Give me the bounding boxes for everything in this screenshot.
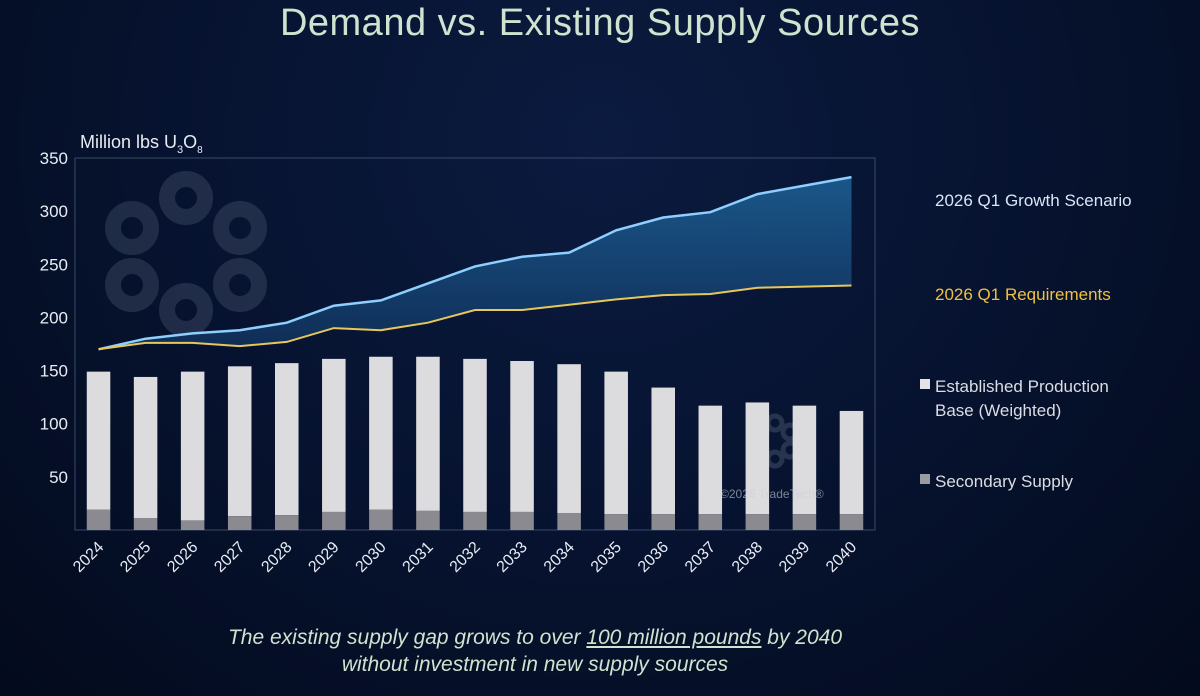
x-tick-label: 2029 bbox=[305, 539, 342, 576]
footer-line-2: without investment in new supply sources bbox=[341, 653, 729, 676]
bar-secondary-2025 bbox=[133, 518, 158, 530]
growth-scenario-line bbox=[98, 175, 852, 351]
legend-secondary: Secondary Supply bbox=[935, 472, 1073, 491]
bar-secondary-2027 bbox=[227, 516, 252, 530]
x-tick-label: 2024 bbox=[70, 539, 107, 576]
bar-secondary-2033 bbox=[510, 511, 534, 530]
legend-secondary-marker bbox=[920, 474, 930, 484]
legend-production: Established Production bbox=[935, 377, 1109, 396]
bar-production-2024 bbox=[86, 371, 111, 510]
footer-emphasis: 100 million pounds bbox=[586, 626, 762, 649]
bar-secondary-2036 bbox=[651, 514, 675, 530]
bar-secondary-2040 bbox=[839, 514, 864, 530]
bar-production-2025 bbox=[133, 376, 158, 519]
bar-production-2038 bbox=[745, 402, 770, 515]
x-tick-label: 2031 bbox=[400, 539, 437, 576]
bar-production-2032 bbox=[463, 358, 487, 512]
x-tick-label: 2032 bbox=[447, 539, 484, 576]
requirements-line bbox=[98, 284, 852, 351]
x-tick-label: 2039 bbox=[776, 539, 813, 576]
x-tick-label: 2036 bbox=[635, 539, 672, 576]
legend-production-marker bbox=[920, 379, 930, 389]
bar-secondary-2024 bbox=[86, 509, 111, 530]
bar-secondary-2038 bbox=[745, 514, 770, 530]
bar-secondary-2029 bbox=[322, 511, 346, 530]
legend-growth-scenario: 2026 Q1 Growth Scenario bbox=[935, 191, 1132, 210]
bar-production-2040 bbox=[839, 410, 864, 515]
bar-production-2026 bbox=[180, 371, 205, 521]
y-tick-label: 300 bbox=[40, 202, 68, 221]
x-tick-label: 2030 bbox=[353, 539, 390, 576]
bar-secondary-2034 bbox=[557, 512, 581, 530]
bar-production-2027 bbox=[227, 366, 252, 517]
bar-secondary-2028 bbox=[275, 515, 299, 530]
y-tick-label: 50 bbox=[49, 468, 68, 487]
bar-secondary-2032 bbox=[463, 511, 487, 530]
page-title: Demand vs. Existing Supply Sources bbox=[279, 2, 921, 44]
x-tick-label: 2025 bbox=[117, 539, 154, 576]
legend-production-line2: Base (Weighted) bbox=[935, 401, 1061, 420]
x-tick-label: 2037 bbox=[682, 539, 719, 576]
bar-production-2031 bbox=[416, 356, 440, 511]
bar-production-2034 bbox=[557, 364, 581, 513]
bar-secondary-2030 bbox=[369, 509, 393, 530]
bar-production-2035 bbox=[604, 371, 628, 515]
x-tick-label: 2038 bbox=[729, 539, 766, 576]
y-tick-label: 250 bbox=[40, 255, 68, 274]
bar-secondary-2039 bbox=[792, 514, 817, 530]
bar-secondary-2031 bbox=[416, 510, 440, 530]
bar-production-2039 bbox=[792, 405, 817, 515]
watermark-text: ©2026 TradeTech® bbox=[720, 487, 824, 501]
x-tick-label: 2028 bbox=[258, 539, 295, 576]
bar-production-2029 bbox=[322, 358, 346, 512]
bar-production-2030 bbox=[369, 356, 393, 510]
supply-gap-area bbox=[98, 177, 852, 350]
bar-secondary-2035 bbox=[604, 514, 628, 530]
bar-production-2033 bbox=[510, 361, 534, 512]
bar-production-2028 bbox=[275, 363, 299, 516]
x-tick-label: 2026 bbox=[164, 539, 201, 576]
y-tick-label: 150 bbox=[40, 362, 68, 381]
x-tick-label: 2040 bbox=[823, 539, 860, 576]
y-tick-label: 200 bbox=[40, 308, 68, 327]
y-axis-label: Million lbs U3O8 bbox=[80, 132, 203, 156]
tradetech-logo-icon bbox=[105, 171, 267, 337]
bar-production-2037 bbox=[698, 405, 723, 515]
x-tick-label: 2033 bbox=[494, 539, 531, 576]
bar-secondary-2037 bbox=[698, 514, 723, 530]
y-tick-label: 100 bbox=[40, 415, 68, 434]
bar-secondary-2026 bbox=[180, 520, 205, 530]
legend-requirements: 2026 Q1 Requirements bbox=[935, 285, 1111, 304]
x-tick-label: 2034 bbox=[541, 539, 578, 576]
y-tick-label: 350 bbox=[40, 149, 68, 168]
x-tick-label: 2027 bbox=[211, 539, 248, 576]
x-tick-label: 2035 bbox=[588, 539, 625, 576]
bar-production-2036 bbox=[651, 387, 675, 515]
footer-line-1: The existing supply gap grows to over 10… bbox=[227, 626, 843, 649]
footer-caption: The existing supply gap grows to over 10… bbox=[0, 624, 1070, 678]
